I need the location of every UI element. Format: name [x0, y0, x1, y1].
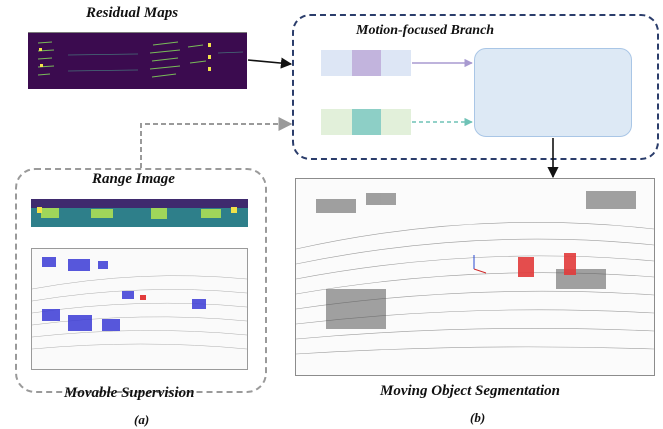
movable-point-cloud — [31, 248, 248, 370]
arrow-range-to-branch — [140, 117, 293, 168]
range-image-title: Range Image — [92, 171, 175, 187]
residual-maps-title: Residual Maps — [86, 5, 179, 21]
feature-block-top-center — [352, 50, 381, 76]
moving-object-segmentation-label: Moving Object Segmentation — [380, 383, 560, 399]
movable-supervision-label: Movable Supervision — [64, 385, 195, 401]
moving-object-point-cloud — [295, 178, 655, 376]
fusion-module-block — [474, 48, 632, 137]
caption-b: (b) — [470, 410, 486, 425]
range-image — [31, 199, 248, 227]
feature-block-bottom-right — [381, 109, 411, 135]
feature-block-bottom-left — [321, 109, 352, 135]
feature-block-top-right — [381, 50, 411, 76]
caption-a: (a) — [134, 412, 150, 427]
arrow-residual-to-branch — [247, 57, 293, 69]
residual-maps-image — [28, 32, 247, 89]
motion-branch-frame — [292, 14, 659, 160]
motion-branch-title: Motion-focused Branch — [356, 23, 495, 38]
feature-block-bottom-center — [352, 109, 381, 135]
feature-block-top-left — [321, 50, 352, 76]
range-supervision-frame — [15, 168, 267, 393]
